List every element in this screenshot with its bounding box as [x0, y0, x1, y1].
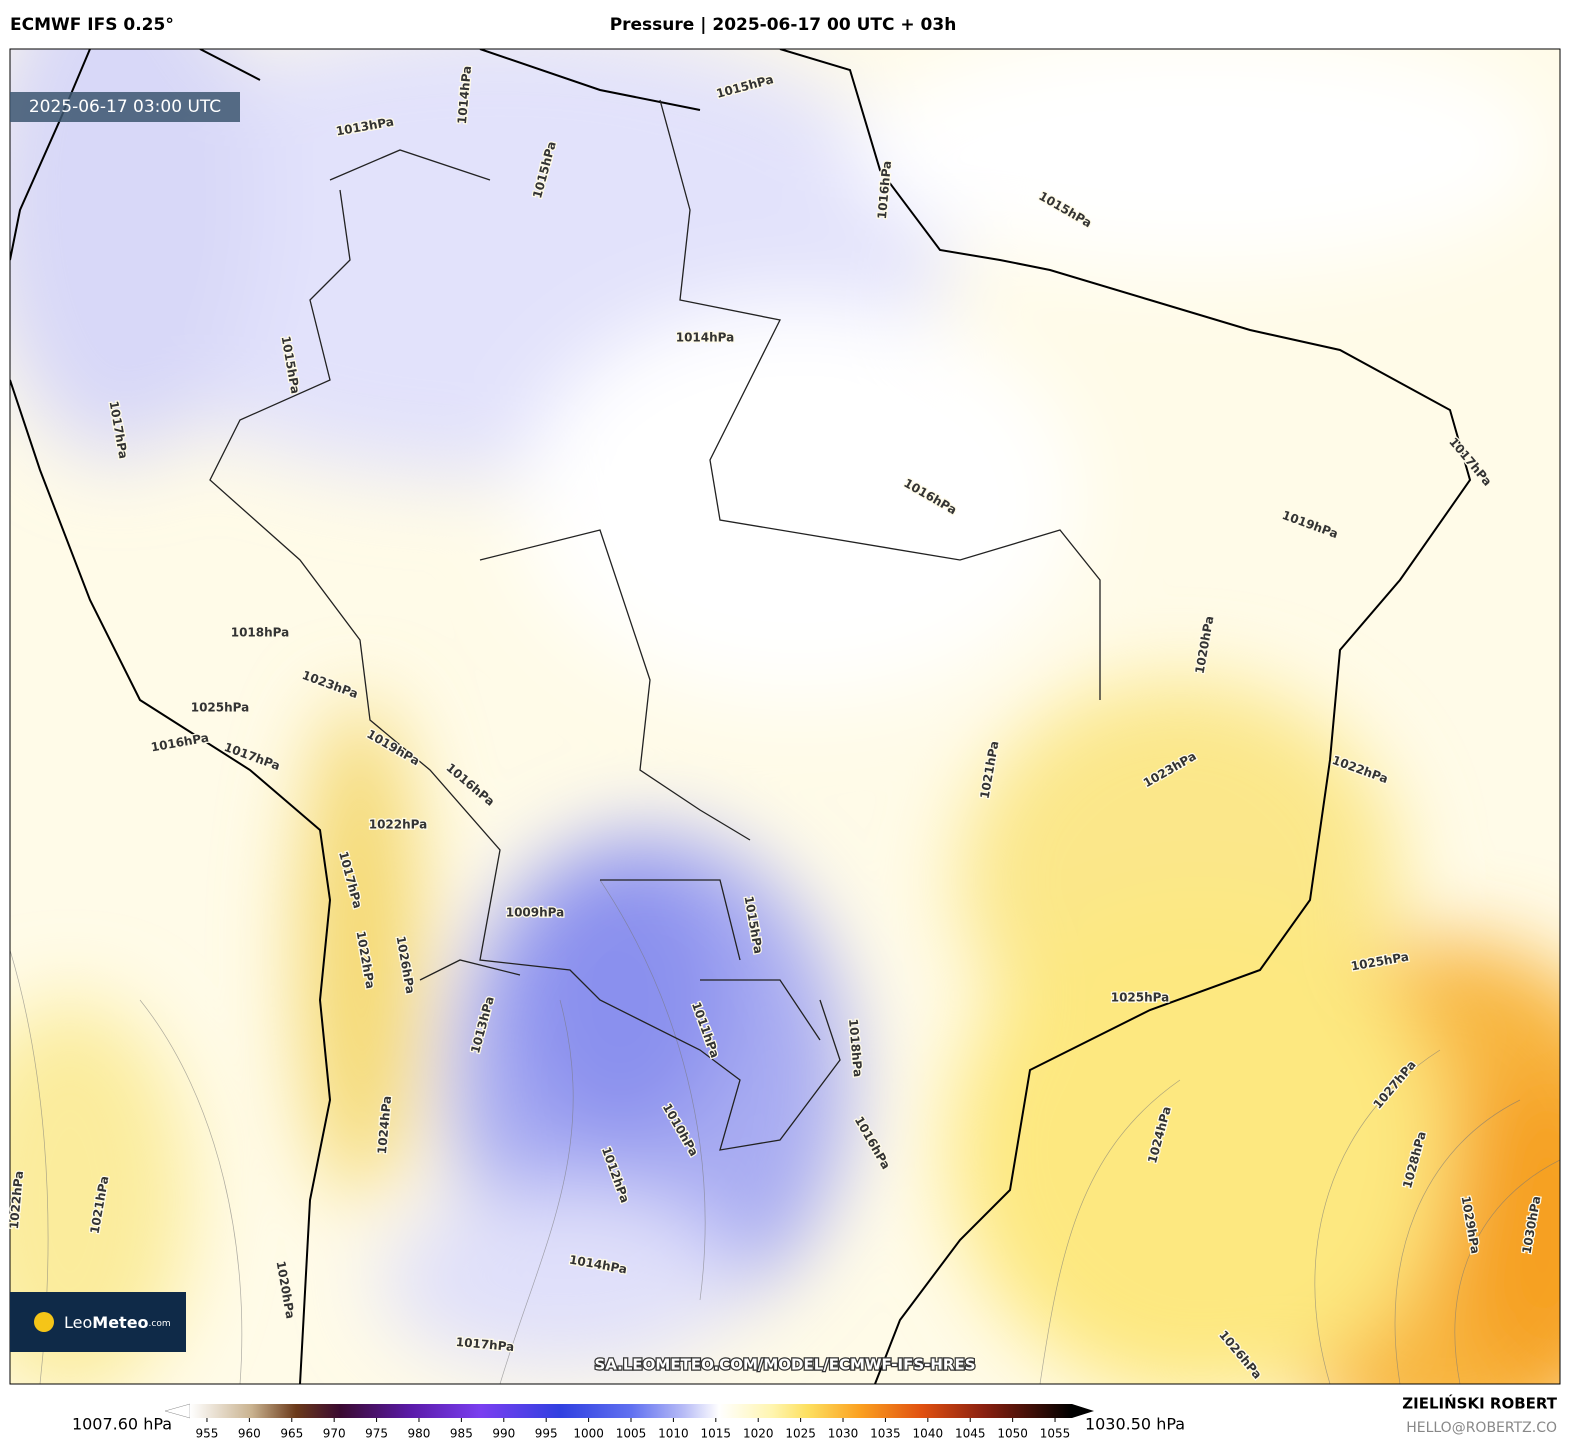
contour-label: 1025hPa [1111, 991, 1170, 1005]
colorbar-tick-label: 1020 [743, 1427, 774, 1441]
map-frame [9, 48, 1561, 1385]
contour-label: 1016hPa [875, 160, 894, 220]
contour-label: 1018hPa [846, 1018, 865, 1078]
contour-label: 1014hPa [455, 65, 474, 125]
colorbar-tick-label: 1050 [997, 1427, 1028, 1441]
colorbar-tick-label: 1030 [828, 1427, 859, 1441]
logo-text: LeoMeteo.com [64, 1313, 171, 1332]
colorbar-scale [190, 1404, 1072, 1418]
contour-label: 1024hPa [375, 1095, 394, 1155]
colorbar-tick-label: 995 [535, 1427, 558, 1441]
colorbar-tick-label: 1035 [870, 1427, 901, 1441]
colorbar-tick-label: 1040 [913, 1427, 944, 1441]
valid-time: 2025-06-17 03:00 UTC [29, 97, 221, 117]
colorbar-tick-label: 1000 [573, 1427, 604, 1441]
contour-label: 1017hPa [455, 1335, 515, 1354]
colorbar-tick-label: 975 [365, 1427, 388, 1441]
contour-label: 1018hPa [231, 626, 290, 640]
colorbar-tick-label: 985 [450, 1427, 473, 1441]
contour-label: 1014hPa [676, 331, 735, 345]
colorbar-tick-label: 1025 [785, 1427, 816, 1441]
email: HELLO@ROBERTZ.CO [1406, 1420, 1557, 1436]
colorbar: 955 960 965 970 975 980 985 990 995 1000 1005 1010 1… [164, 1403, 1094, 1441]
contour-label: 1022hPa [7, 1170, 26, 1230]
colorbar-tick-label: 990 [492, 1427, 515, 1441]
colorbar-tick-label: 965 [280, 1427, 303, 1441]
colorbar-tick-label: 960 [238, 1427, 261, 1441]
colorbar-tick-label: 1055 [1040, 1427, 1071, 1441]
contour-label: 1025hPa [191, 701, 250, 715]
colorbar-high-tip [1072, 1404, 1094, 1418]
contour-label: 1022hPa [369, 818, 428, 832]
colorbar-tick-label: 1015 [701, 1427, 732, 1441]
colorbar-tick-label: 980 [408, 1427, 431, 1441]
watermark: SA.LEOMETEO.COM/MODEL/ECMWF-IFS-HRES [594, 1356, 975, 1374]
colorbar-min-label: 1007.60 hPa [72, 1415, 172, 1434]
colorbar-tick-label: 1005 [616, 1427, 647, 1441]
contour-label: 1009hPa [506, 906, 565, 920]
colorbar-tick-label: 955 [196, 1427, 219, 1441]
colorbar-tick-label: 1045 [955, 1427, 986, 1441]
map-title: Pressure | 2025-06-17 00 UTC + 03h [610, 15, 957, 35]
time-box [10, 92, 240, 122]
colorbar-tick-label: 970 [323, 1427, 346, 1441]
model-label: ECMWF IFS 0.25° [10, 15, 174, 35]
logo-sun [34, 1312, 54, 1332]
colorbar-tick-label: 1010 [658, 1427, 689, 1441]
author: ZIELIŃSKI ROBERT [1402, 1394, 1557, 1413]
colorbar-max-label: 1030.50 hPa [1085, 1415, 1185, 1434]
